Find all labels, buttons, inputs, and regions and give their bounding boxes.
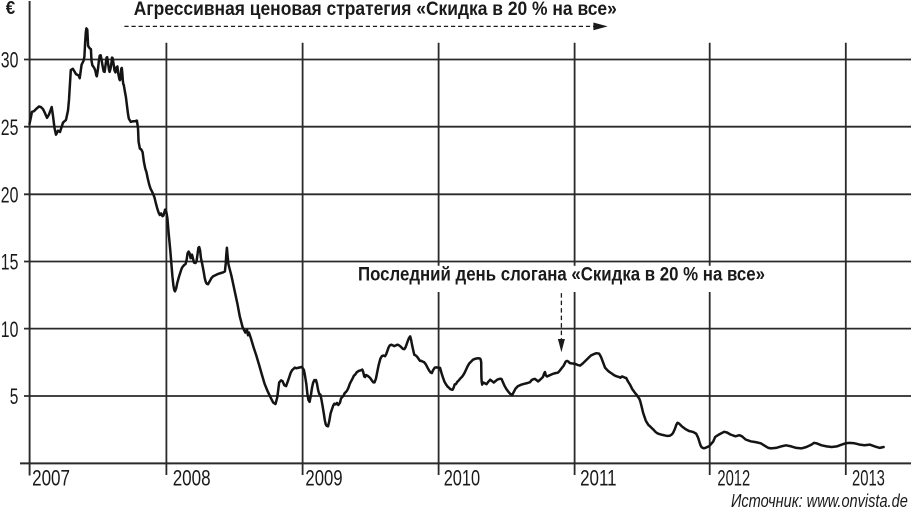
svg-text:5: 5: [10, 384, 19, 409]
svg-text:2010: 2010: [444, 466, 480, 491]
svg-text:2013: 2013: [852, 466, 885, 491]
svg-text:25: 25: [1, 115, 19, 140]
svg-text:Агрессивная ценовая стратегия: Агрессивная ценовая стратегия «Скидка в …: [134, 0, 617, 20]
svg-text:20: 20: [1, 183, 19, 208]
svg-text:Последний день слогана «Скидка: Последний день слогана «Скидка в 20 % на…: [358, 263, 765, 285]
svg-text:2011: 2011: [580, 466, 617, 491]
svg-text:€: €: [6, 0, 15, 18]
svg-text:15: 15: [1, 250, 19, 275]
svg-text:2008: 2008: [173, 466, 211, 491]
svg-text:Источник: www.onvista.de: Источник: www.onvista.de: [731, 490, 908, 509]
svg-text:2009: 2009: [305, 466, 342, 491]
svg-text:30: 30: [1, 48, 19, 73]
svg-text:2007: 2007: [32, 466, 70, 491]
svg-text:10: 10: [1, 317, 19, 342]
svg-text:2012: 2012: [717, 466, 750, 491]
